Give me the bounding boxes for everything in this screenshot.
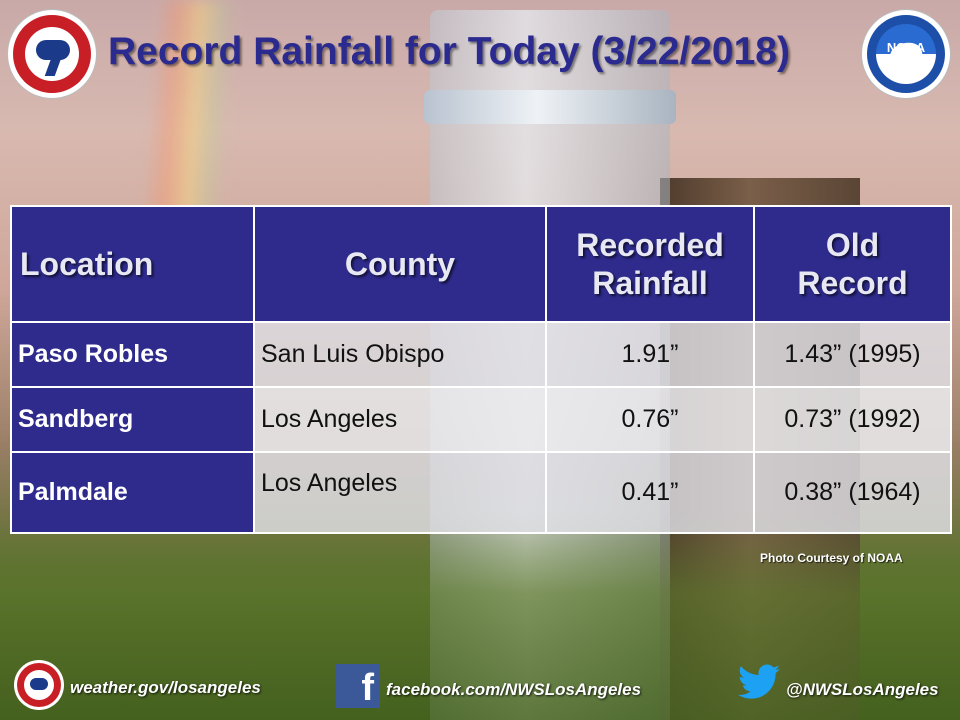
grass bbox=[0, 510, 960, 720]
county-cell: Los Angeles bbox=[253, 386, 547, 453]
recorded-rainfall-cell: 0.41” bbox=[545, 451, 755, 534]
location-cell: Palmdale bbox=[10, 451, 255, 534]
header-recorded-line1: Recorded bbox=[576, 227, 724, 263]
twitter-icon[interactable] bbox=[738, 664, 780, 700]
facebook-link[interactable]: facebook.com/NWSLosAngeles bbox=[386, 680, 642, 699]
county-cell: Los Angeles bbox=[253, 451, 547, 534]
old-record-cell: 0.38” (1964) bbox=[753, 451, 952, 534]
table-row: Palmdale Los Angeles 0.41” 0.38” (1964) bbox=[10, 451, 952, 534]
page-title: Record Rainfall for Today (3/22/2018) bbox=[108, 30, 790, 73]
header-recorded-line2: Rainfall bbox=[592, 265, 708, 301]
rain-gauge-rim bbox=[424, 90, 676, 124]
facebook-icon[interactable]: f bbox=[336, 664, 380, 709]
table-row: Sandberg Los Angeles 0.76” 0.73” (1992) bbox=[10, 386, 952, 453]
recorded-rainfall-cell: 1.91” bbox=[545, 321, 755, 388]
header-county: County bbox=[253, 205, 547, 323]
header-recorded-rainfall: Recorded Rainfall bbox=[545, 205, 755, 323]
table-header-row: Location County Recorded Rainfall Old Re… bbox=[10, 205, 952, 323]
noaa-logo-text: NOAA bbox=[886, 40, 926, 55]
cloud-icon bbox=[30, 678, 48, 690]
noaa-logo-icon: NOAA bbox=[862, 10, 950, 98]
county-cell: San Luis Obispo bbox=[253, 321, 547, 388]
header-old-line1: Old bbox=[825, 227, 880, 263]
website-link[interactable]: weather.gov/losangeles bbox=[70, 678, 261, 697]
header-old-record: Old Record bbox=[753, 205, 952, 323]
old-record-cell: 1.43” (1995) bbox=[753, 321, 952, 388]
nws-logo-icon bbox=[8, 10, 96, 98]
location-cell: Sandberg bbox=[10, 386, 255, 453]
table-row: Paso Robles San Luis Obispo 1.91” 1.43” … bbox=[10, 321, 952, 388]
header-location: Location bbox=[10, 205, 255, 323]
recorded-rainfall-cell: 0.76” bbox=[545, 386, 755, 453]
photo-credit: Photo Courtesy of NOAA bbox=[760, 551, 903, 565]
rainfall-table: Location County Recorded Rainfall Old Re… bbox=[10, 205, 952, 534]
nws-footer-logo-icon bbox=[14, 660, 64, 710]
cloud-icon bbox=[36, 40, 70, 60]
header-old-line2: Record bbox=[797, 265, 908, 301]
twitter-handle[interactable]: @NWSLosAngeles bbox=[786, 680, 939, 699]
old-record-cell: 0.73” (1992) bbox=[753, 386, 952, 453]
location-cell: Paso Robles bbox=[10, 321, 255, 388]
